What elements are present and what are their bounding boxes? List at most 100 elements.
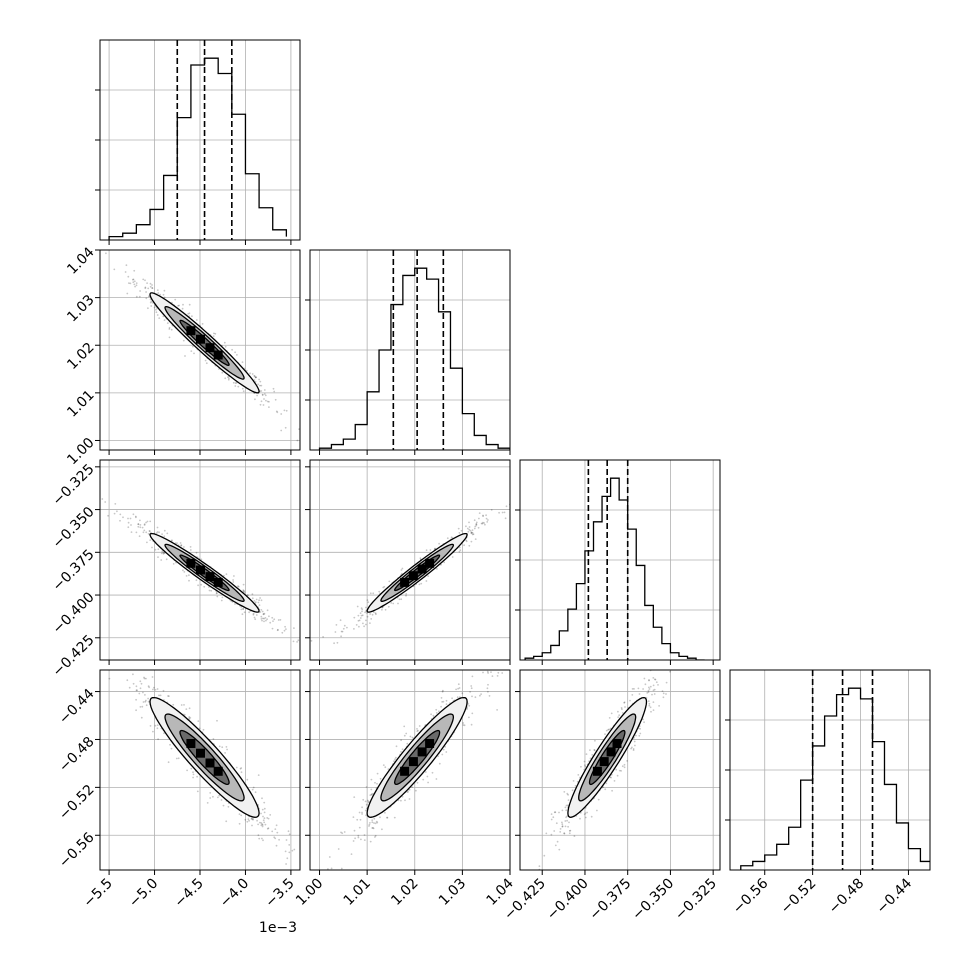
sample-point: [372, 827, 374, 829]
sample-point: [561, 825, 564, 828]
sample-point: [196, 790, 199, 793]
sample-point: [248, 819, 251, 822]
sample-point: [360, 607, 363, 609]
sample-point: [369, 822, 371, 824]
sample-point: [459, 549, 462, 552]
sample-point: [168, 695, 170, 697]
density-peak: [606, 747, 616, 757]
sample-point: [252, 612, 255, 615]
sample-point: [231, 348, 234, 351]
sample-point: [254, 791, 257, 794]
sample-point: [259, 384, 261, 387]
sample-point: [386, 816, 388, 819]
sample-point: [242, 589, 245, 591]
sample-point: [468, 704, 471, 707]
sample-point: [374, 822, 377, 825]
sample-point: [359, 617, 362, 619]
sample-point: [650, 710, 652, 713]
sample-point: [358, 826, 361, 829]
sample-point: [440, 705, 442, 708]
sample-point: [505, 505, 508, 508]
sample-point: [369, 840, 372, 843]
sample-point: [147, 287, 150, 290]
density-peak: [186, 739, 196, 748]
sample-point: [565, 816, 567, 819]
sample-point: [333, 642, 335, 645]
sample-point: [503, 511, 506, 514]
sample-point: [141, 526, 144, 529]
sample-point: [161, 550, 164, 552]
sample-point: [269, 621, 272, 624]
sample-point: [121, 651, 123, 653]
sample-point: [594, 739, 596, 742]
sample-point: [251, 597, 254, 600]
sample-point: [293, 848, 296, 851]
sample-point: [652, 709, 655, 711]
sample-point: [596, 809, 598, 812]
sample-point: [353, 616, 356, 619]
sample-point: [114, 503, 117, 505]
sample-point: [569, 829, 572, 832]
sample-point: [607, 728, 610, 731]
sample-point: [669, 670, 671, 673]
sample-point: [145, 699, 147, 702]
sample-point: [568, 830, 571, 832]
sample-point: [341, 630, 344, 633]
sample-point: [343, 831, 346, 833]
sample-point: [154, 548, 157, 551]
sample-point: [365, 803, 368, 806]
sample-point: [260, 384, 263, 387]
sample-point: [261, 394, 264, 396]
sample-point: [584, 812, 587, 815]
sample-point: [162, 293, 165, 296]
sample-point: [257, 774, 260, 776]
sample-point: [642, 718, 644, 721]
sample-point: [288, 851, 291, 854]
sample-point: [265, 619, 267, 622]
x-tick-label: −0.52: [778, 876, 820, 918]
histogram-3: [740, 687, 930, 870]
sample-point: [367, 800, 370, 803]
sample-point: [127, 275, 130, 278]
sample-point: [263, 617, 265, 620]
y-tick-label: 1.02: [64, 340, 97, 373]
sample-point: [242, 608, 245, 610]
sample-point: [567, 793, 569, 796]
sample-point: [418, 725, 421, 727]
sample-point: [633, 740, 636, 743]
x-tick-label: −0.350: [629, 876, 677, 924]
sample-point: [132, 513, 135, 516]
sample-point: [242, 583, 245, 586]
sample-point: [280, 429, 283, 432]
y-tick-label: −0.56: [56, 830, 98, 872]
sample-point: [563, 832, 566, 835]
sample-point: [234, 351, 237, 354]
sample-point: [180, 544, 183, 547]
sample-point: [271, 830, 274, 833]
sample-point: [127, 526, 130, 529]
sample-point: [662, 696, 665, 699]
sample-point: [649, 706, 652, 709]
sample-point: [132, 278, 134, 281]
sample-point: [260, 599, 263, 602]
sample-point: [292, 640, 295, 643]
sample-point: [366, 615, 369, 618]
sample-point: [285, 409, 288, 412]
x-tick-label: −5.5: [81, 876, 116, 911]
sample-point: [563, 832, 566, 835]
sample-point: [444, 745, 446, 748]
sample-point: [183, 546, 185, 548]
sample-point: [469, 691, 471, 693]
sample-point: [132, 278, 135, 281]
sample-point: [147, 307, 149, 310]
sample-point: [567, 799, 570, 801]
y-tick-label: −0.44: [56, 686, 98, 728]
sample-point: [262, 839, 264, 842]
sample-point: [372, 827, 375, 830]
sample-point: [284, 850, 287, 853]
sample-point: [185, 708, 188, 710]
sample-point: [411, 786, 413, 788]
sample-point: [478, 512, 481, 514]
sample-point: [216, 719, 218, 722]
sample-point: [564, 806, 567, 809]
